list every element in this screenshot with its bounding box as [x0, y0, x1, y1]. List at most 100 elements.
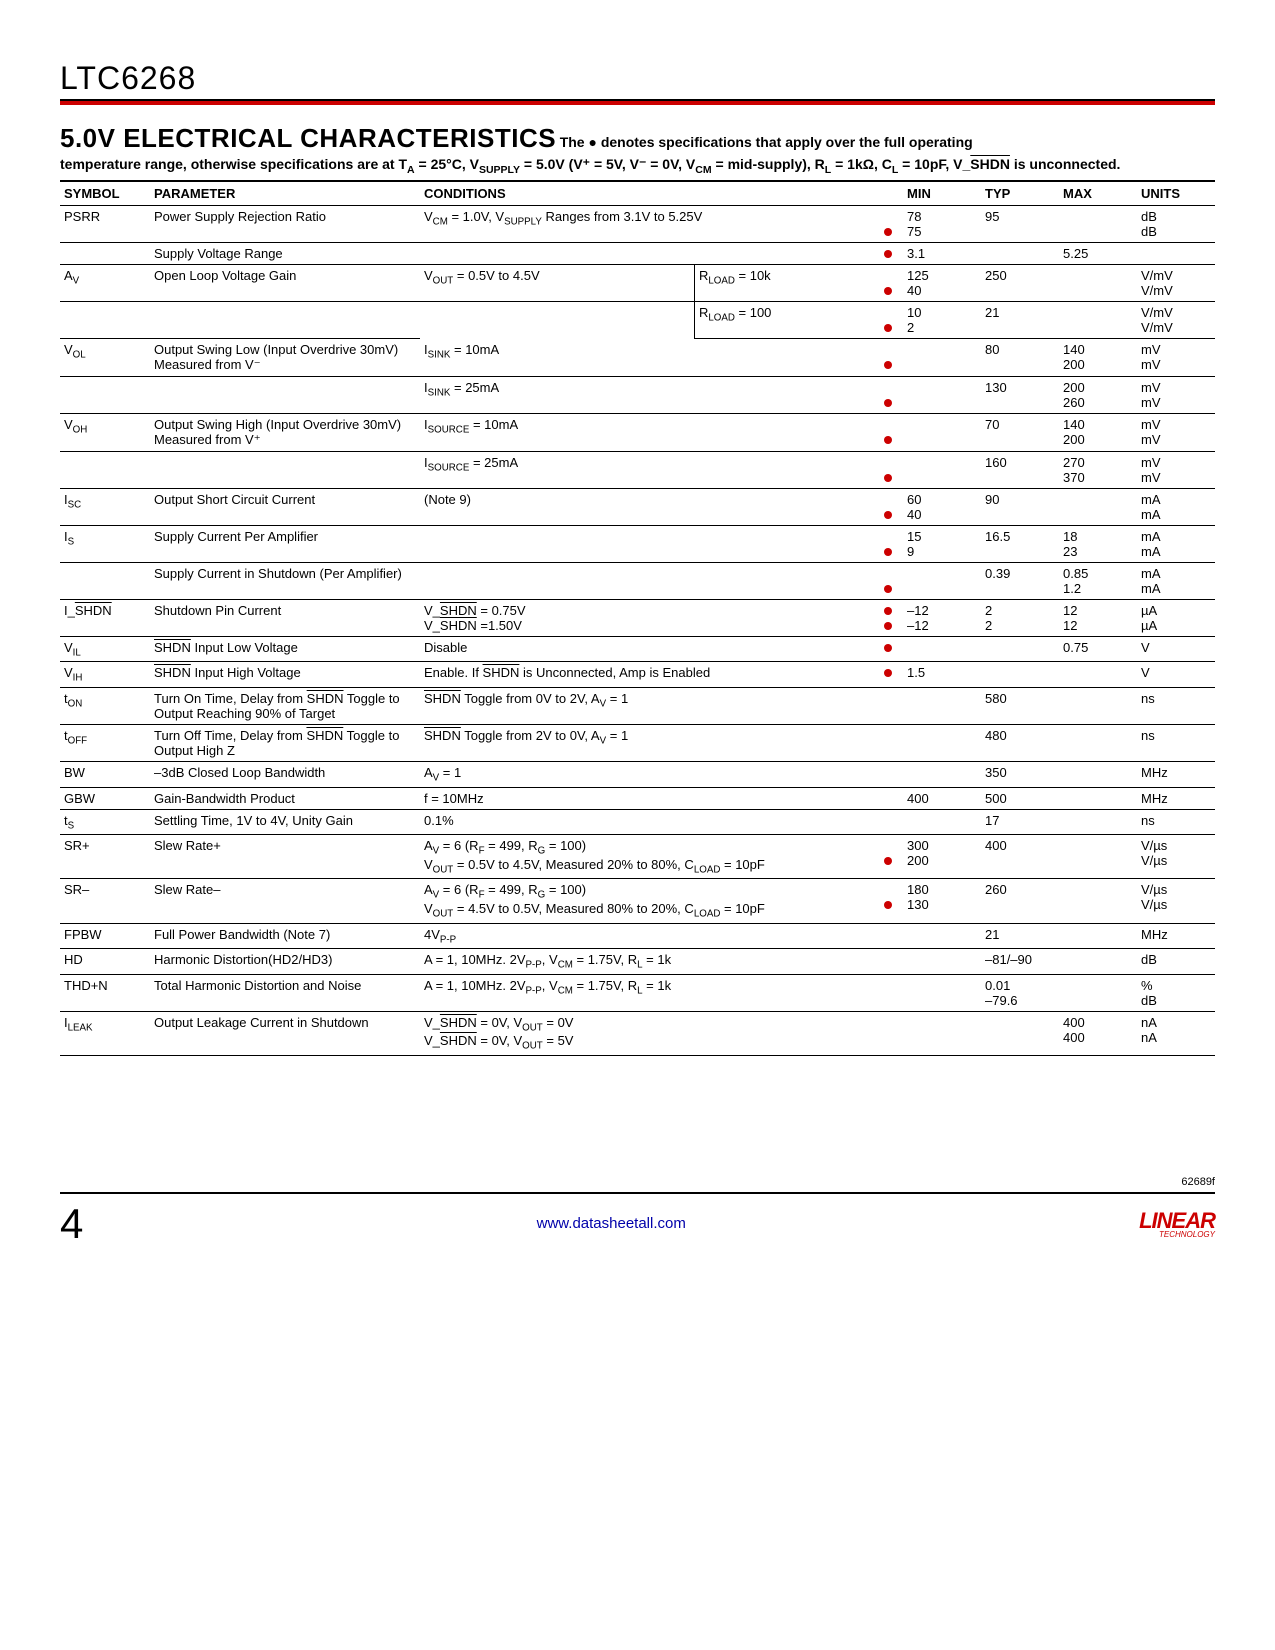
cell-typ: 580 — [981, 687, 1059, 724]
cell-conditions: A = 1, 10MHz. 2VP-P, VCM = 1.75V, RL = 1… — [420, 949, 875, 975]
dot-icon — [884, 287, 892, 295]
cell-max — [1059, 949, 1137, 975]
cell-dot — [875, 488, 903, 525]
cell-typ: 350 — [981, 761, 1059, 787]
cell-min: 400 — [903, 787, 981, 809]
table-row: RLOAD = 100 10221 V/mVV/mV — [60, 301, 1215, 338]
cell-dot — [875, 242, 903, 264]
cell-typ: 260 — [981, 879, 1059, 923]
cell-min: 1.5 — [903, 662, 981, 688]
dot-icon — [884, 548, 892, 556]
cell-max: 1823 — [1059, 525, 1137, 562]
cell-units: nAnA — [1137, 1011, 1215, 1055]
cell-conditions: A = 1, 10MHz. 2VP-P, VCM = 1.75V, RL = 1… — [420, 974, 875, 1011]
cell-parameter: –3dB Closed Loop Bandwidth — [150, 761, 420, 787]
table-row: VOLOutput Swing Low (Input Overdrive 30m… — [60, 338, 1215, 376]
dot-icon — [884, 436, 892, 444]
cell-min — [903, 761, 981, 787]
cell-min — [903, 809, 981, 835]
cell-typ: 0.39 — [981, 562, 1059, 599]
cell-units: mVmV — [1137, 413, 1215, 451]
cell-typ: 500 — [981, 787, 1059, 809]
cell-parameter — [150, 451, 420, 488]
cell-symbol: BW — [60, 761, 150, 787]
cell-dot — [875, 376, 903, 413]
cell-min: 7875 — [903, 205, 981, 242]
dot-icon — [884, 474, 892, 482]
cell-max — [1059, 724, 1137, 761]
cell-symbol: I_SHDN — [60, 599, 150, 636]
table-row: ISSupply Current Per Amplifier 15916.5 1… — [60, 525, 1215, 562]
cell-max: 1212 — [1059, 599, 1137, 636]
cell-typ — [981, 636, 1059, 662]
cell-units: V/mVV/mV — [1137, 264, 1215, 301]
cell-max: 140200 — [1059, 413, 1137, 451]
table-row: FPBWFull Power Bandwidth (Note 7)4VP-P 2… — [60, 923, 1215, 949]
dot-icon — [884, 228, 892, 236]
th-conditions: CONDITIONS — [420, 182, 875, 206]
cell-units: mVmV — [1137, 376, 1215, 413]
cell-units: mVmV — [1137, 451, 1215, 488]
cell-dot — [875, 687, 903, 724]
cell-min — [903, 451, 981, 488]
footer-link[interactable]: www.datasheetall.com — [83, 1215, 1139, 1232]
dot-icon — [884, 361, 892, 369]
cell-max — [1059, 687, 1137, 724]
cell-typ: 90 — [981, 488, 1059, 525]
cell-parameter: Supply Voltage Range — [150, 242, 420, 264]
cell-parameter: Shutdown Pin Current — [150, 599, 420, 636]
table-row: tONTurn On Time, Delay from SHDN Toggle … — [60, 687, 1215, 724]
cell-parameter: Supply Current in Shutdown (Per Amplifie… — [150, 562, 420, 599]
cell-symbol: AV — [60, 264, 150, 301]
cell-symbol: VIH — [60, 662, 150, 688]
cell-symbol: THD+N — [60, 974, 150, 1011]
cell-typ: 0.01–79.6 — [981, 974, 1059, 1011]
cell-typ: 130 — [981, 376, 1059, 413]
table-row: ILEAKOutput Leakage Current in ShutdownV… — [60, 1011, 1215, 1055]
cell-symbol: SR+ — [60, 835, 150, 879]
cell-max: 0.75 — [1059, 636, 1137, 662]
cell-conditions: 4VP-P — [420, 923, 875, 949]
table-row: VIHSHDN Input High VoltageEnable. If SHD… — [60, 662, 1215, 688]
th-units: UNITS — [1137, 182, 1215, 206]
cell-parameter: SHDN Input High Voltage — [150, 662, 420, 688]
cell-parameter — [150, 301, 420, 338]
cell-dot — [875, 205, 903, 242]
cell-dot — [875, 264, 903, 301]
cell-max — [1059, 301, 1137, 338]
cell-min — [903, 949, 981, 975]
table-row: VILSHDN Input Low VoltageDisable 0.75V — [60, 636, 1215, 662]
cell-parameter: Settling Time, 1V to 4V, Unity Gain — [150, 809, 420, 835]
section-intro1: The ● denotes specifications that apply … — [560, 134, 973, 150]
cell-parameter: Output Short Circuit Current — [150, 488, 420, 525]
cell-conditions: Disable — [420, 636, 875, 662]
cell-min: 6040 — [903, 488, 981, 525]
table-row: THD+NTotal Harmonic Distortion and Noise… — [60, 974, 1215, 1011]
cell-dot — [875, 879, 903, 923]
cell-max — [1059, 264, 1137, 301]
cell-units: ns — [1137, 687, 1215, 724]
cell-dot — [875, 525, 903, 562]
cell-conditions — [420, 562, 875, 599]
cell-max: 140200 — [1059, 338, 1137, 376]
cell-dot — [875, 562, 903, 599]
cell-dot — [875, 761, 903, 787]
cell-units: mAmA — [1137, 525, 1215, 562]
cell-dot — [875, 949, 903, 975]
cell-units: µAµA — [1137, 599, 1215, 636]
cell-conditions-sub: RLOAD = 100 — [694, 301, 875, 338]
cell-max: 0.851.2 — [1059, 562, 1137, 599]
cell-min — [903, 338, 981, 376]
cell-parameter: Full Power Bandwidth (Note 7) — [150, 923, 420, 949]
cell-max — [1059, 761, 1137, 787]
cell-min — [903, 687, 981, 724]
cell-typ — [981, 662, 1059, 688]
cell-conditions: SHDN Toggle from 0V to 2V, AV = 1 — [420, 687, 875, 724]
cell-symbol: PSRR — [60, 205, 150, 242]
cell-min: 300200 — [903, 835, 981, 879]
cell-symbol: VOH — [60, 413, 150, 451]
cell-dot — [875, 413, 903, 451]
table-row: SR+Slew Rate+AV = 6 (RF = 499, RG = 100)… — [60, 835, 1215, 879]
dot-icon — [884, 324, 892, 332]
cell-min: 180130 — [903, 879, 981, 923]
